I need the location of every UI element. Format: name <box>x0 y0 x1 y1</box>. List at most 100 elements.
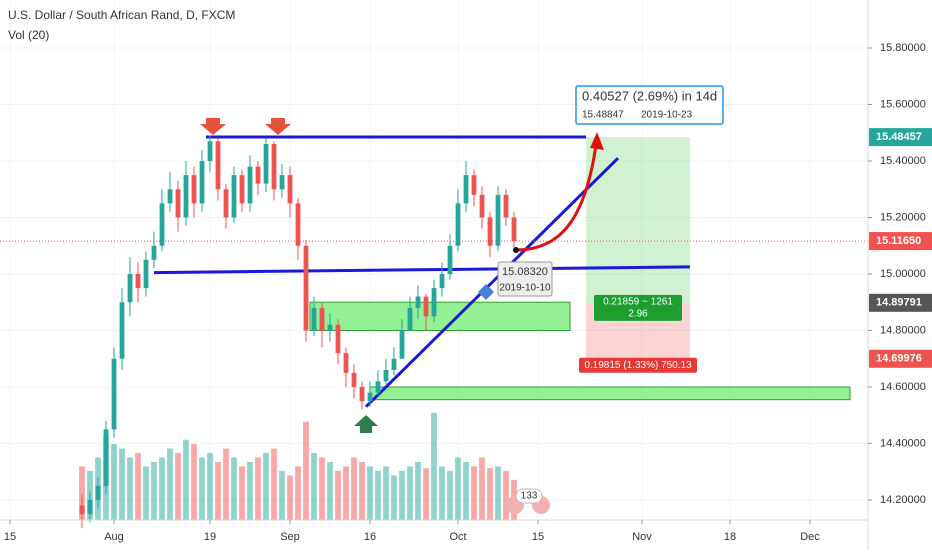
volume-bar <box>287 475 293 520</box>
volume-bar <box>151 461 157 520</box>
projection-arrowhead <box>590 132 604 150</box>
candle-body <box>143 259 149 289</box>
volume-bar <box>503 470 509 520</box>
x-tick-label: 15 <box>532 531 544 543</box>
price-label: 15.48457 <box>876 131 922 143</box>
candle-body <box>423 296 429 317</box>
trend-line <box>153 265 691 275</box>
candle-body <box>511 217 517 242</box>
measure-text: 0.40527 (2.69%) in 14d <box>582 88 717 103</box>
zone <box>369 386 851 401</box>
candles <box>79 135 517 529</box>
candle-body <box>431 288 437 317</box>
volume-bar <box>415 461 421 520</box>
volume-bar <box>279 470 285 520</box>
chart-title: U.S. Dollar / South African Rand, D, FXC… <box>8 8 235 22</box>
x-tick-label: 18 <box>724 531 736 543</box>
x-tick-label: Aug <box>104 531 124 543</box>
candle-body <box>375 381 381 393</box>
y-tick-label: 14.60000 <box>880 381 926 393</box>
x-tick-label: 15 <box>4 531 16 543</box>
price-label: 14.69976 <box>876 353 922 365</box>
trend-line <box>364 157 620 408</box>
candle-body <box>127 273 133 303</box>
candle-body <box>455 203 461 246</box>
volume-bar <box>167 448 173 520</box>
candle-body <box>223 189 229 218</box>
volume-bar <box>127 457 133 520</box>
candle-body <box>151 245 157 260</box>
volume-bar <box>327 461 333 520</box>
volume-bar <box>303 421 309 520</box>
tooltip-frame <box>497 261 553 297</box>
risk-label-box <box>579 357 697 373</box>
volume-bar <box>191 444 197 520</box>
candle-body <box>303 245 309 331</box>
volume-bar <box>295 466 301 520</box>
volume-bar <box>343 466 349 520</box>
candle-body <box>183 175 189 218</box>
candle-body <box>167 189 173 204</box>
candle-body <box>311 307 317 331</box>
volume-bar <box>271 448 277 520</box>
candle-body <box>479 194 485 218</box>
y-tick-label: 14.40000 <box>880 437 926 449</box>
candle-body <box>119 302 125 359</box>
x-tick-label: 16 <box>364 531 376 543</box>
volume-bar <box>119 448 125 520</box>
candle-body <box>351 372 357 387</box>
y-tick-label: 15.20000 <box>880 211 926 223</box>
volume-bar <box>255 457 261 520</box>
x-tick-label: 19 <box>204 531 216 543</box>
anchor-point <box>513 247 519 253</box>
price-label-box <box>869 128 932 147</box>
bottom-marker <box>354 415 378 433</box>
candle-body <box>191 175 197 204</box>
candle-body <box>359 386 365 402</box>
candle-body <box>319 307 325 331</box>
volume-bar <box>463 461 469 520</box>
y-tick-label: 15.00000 <box>880 268 926 280</box>
candle-body <box>471 175 477 195</box>
candle-body <box>207 141 213 161</box>
reward-label: 0.21859 ~ 1261 <box>603 296 673 307</box>
price-label-box <box>869 349 932 368</box>
volume-bar <box>79 466 85 520</box>
candle-body <box>335 324 341 354</box>
candle-body <box>407 307 413 331</box>
volume-bar <box>319 457 325 520</box>
y-tick-label: 14.80000 <box>880 324 926 336</box>
volume-bar <box>263 453 269 520</box>
candle-body <box>239 175 245 204</box>
volume-bar <box>495 466 501 520</box>
volume-bar <box>439 466 445 520</box>
x-tick-label: Sep <box>280 531 300 543</box>
candle-body <box>447 245 453 274</box>
price-label: 15.11650 <box>876 235 921 247</box>
candle-body <box>439 273 445 289</box>
candle-body <box>391 358 397 371</box>
volume-bar <box>431 412 437 520</box>
volume-bar <box>199 457 205 520</box>
volume-bar <box>351 457 357 520</box>
volume-bar <box>375 470 381 520</box>
y-tick-label: 15.60000 <box>880 98 926 110</box>
candle-body <box>199 160 205 204</box>
candle-body <box>103 429 109 486</box>
candle-body <box>247 166 253 204</box>
tooltip: 15.08320 2019-10-10 <box>497 261 553 297</box>
candle-body <box>399 330 405 359</box>
volume-bar <box>455 457 461 520</box>
axes: 14.20000 14.40000 14.60000 14.80000 15.00000… <box>4 42 932 543</box>
candle-body <box>287 175 293 204</box>
top-marker <box>200 118 226 135</box>
volume-bar <box>159 457 165 520</box>
zone <box>309 301 571 331</box>
candle-body <box>415 296 421 308</box>
candle-body <box>367 392 373 402</box>
candle-body <box>135 273 141 289</box>
candle-body <box>495 194 501 246</box>
top-marker <box>265 118 291 135</box>
